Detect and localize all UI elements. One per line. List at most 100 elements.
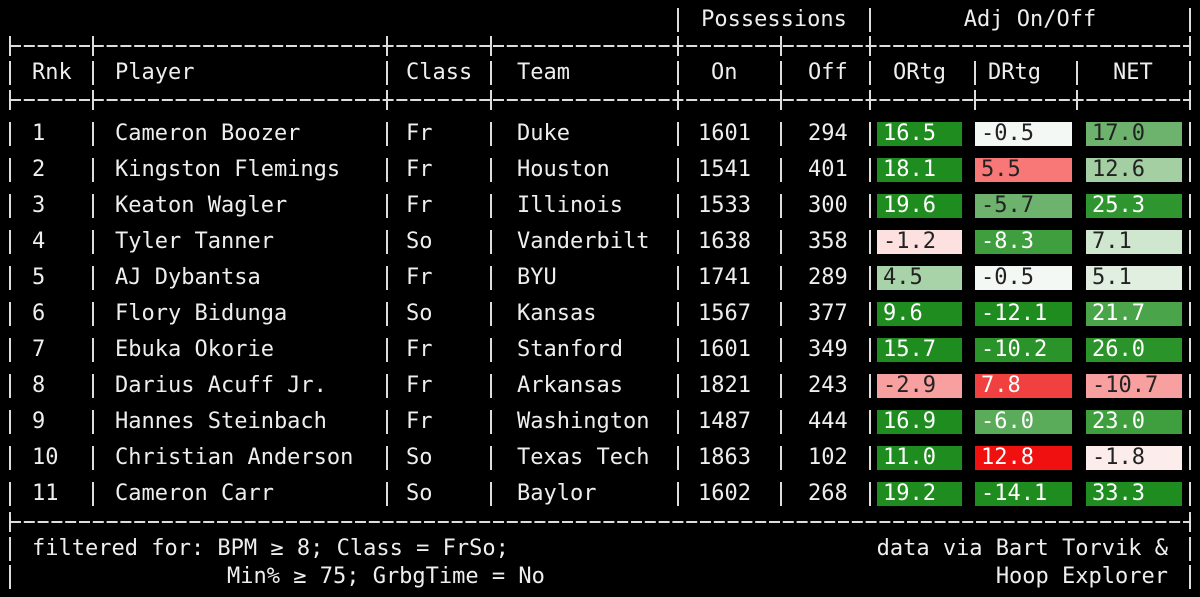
cell-text: 1602 — [698, 481, 751, 506]
cell-text: 1487 — [698, 409, 751, 434]
cell-text: So — [406, 481, 433, 506]
rating-cell — [877, 410, 962, 434]
column-header: ORtg — [893, 60, 946, 85]
cell-text: 268 — [808, 481, 848, 506]
rating-cell — [877, 122, 962, 146]
cell-text: Kingston Flemings — [115, 157, 340, 182]
rating-value: -1.8 — [1092, 445, 1145, 470]
rating-value: -1.2 — [883, 229, 936, 254]
cell-text: 4 — [32, 229, 45, 254]
column-header: NET — [1113, 60, 1153, 85]
cell-text: 9 — [32, 409, 45, 434]
footer-source: data via Bart Torvik & — [877, 536, 1169, 561]
rating-cell — [1086, 482, 1182, 506]
cell-text: Kansas — [517, 301, 596, 326]
rating-value: 11.0 — [883, 445, 936, 470]
rating-cell — [975, 122, 1072, 146]
cell-text: AJ Dybantsa — [115, 265, 261, 290]
rating-cell — [1086, 158, 1182, 182]
cell-text: BYU — [517, 265, 557, 290]
cell-text: 349 — [808, 337, 848, 362]
rating-cell — [975, 446, 1072, 470]
rating-value: -10.2 — [981, 337, 1047, 362]
rating-cell — [877, 374, 962, 398]
cell-text: So — [406, 229, 433, 254]
cell-text: 6 — [32, 301, 45, 326]
cell-text: Texas Tech — [517, 445, 649, 470]
rating-value: 4.5 — [883, 265, 923, 290]
rating-cell — [975, 482, 1072, 506]
rating-value: 5.5 — [981, 157, 1021, 182]
rating-cell — [1086, 230, 1182, 254]
cell-text: 7 — [32, 337, 45, 362]
column-header: Team — [517, 60, 570, 85]
rating-cell — [1086, 410, 1182, 434]
rating-value: 15.7 — [883, 337, 936, 362]
rating-cell — [975, 338, 1072, 362]
rating-value: 26.0 — [1092, 337, 1145, 362]
rating-cell — [877, 338, 962, 362]
rating-cell — [975, 302, 1072, 326]
column-header: DRtg — [988, 60, 1041, 85]
rating-value: 16.9 — [883, 409, 936, 434]
cell-text: So — [406, 445, 433, 470]
cell-text: 300 — [808, 193, 848, 218]
rating-value: 25.3 — [1092, 193, 1145, 218]
rating-value: 17.0 — [1092, 121, 1145, 146]
rating-cell — [975, 230, 1072, 254]
rating-value: 5.1 — [1092, 265, 1132, 290]
rating-cell — [975, 158, 1072, 182]
cell-text: 1863 — [698, 445, 751, 470]
column-header: Class — [406, 60, 472, 85]
rating-cell — [1086, 338, 1182, 362]
cell-text: 102 — [808, 445, 848, 470]
rating-cell — [877, 194, 962, 218]
cell-text: 294 — [808, 121, 848, 146]
cell-text: Washington — [517, 409, 649, 434]
cell-text: 1741 — [698, 265, 751, 290]
rating-value: 16.5 — [883, 121, 936, 146]
rating-value: -10.7 — [1092, 373, 1158, 398]
rating-cell — [877, 446, 962, 470]
rating-value: -0.5 — [981, 265, 1034, 290]
cell-text: 358 — [808, 229, 848, 254]
rating-cell — [975, 194, 1072, 218]
cell-text: Houston — [517, 157, 610, 182]
column-header: On — [711, 60, 738, 85]
cell-text: Fr — [406, 157, 433, 182]
rating-cell — [975, 266, 1072, 290]
rating-cell — [1086, 446, 1182, 470]
rating-cell — [1086, 266, 1182, 290]
cell-text: Cameron Boozer — [115, 121, 300, 146]
rating-cell — [877, 482, 962, 506]
rating-cell — [877, 302, 962, 326]
rating-cell — [975, 374, 1072, 398]
rating-value: -14.1 — [981, 481, 1047, 506]
cell-text: Tyler Tanner — [115, 229, 274, 254]
cell-text: Baylor — [517, 481, 596, 506]
cell-text: Ebuka Okorie — [115, 337, 274, 362]
rating-cell — [1086, 194, 1182, 218]
cell-text: 289 — [808, 265, 848, 290]
cell-text: Cameron Carr — [115, 481, 274, 506]
cell-text: 5 — [32, 265, 45, 290]
footer-filter: Min% ≥ 75; GrbgTime = No — [227, 564, 545, 589]
cell-text: Keaton Wagler — [115, 193, 287, 218]
group-header: Possessions — [701, 7, 847, 32]
column-header: Player — [115, 60, 194, 85]
column-header: Rnk — [32, 60, 72, 85]
rating-value: 7.8 — [981, 373, 1021, 398]
cell-text: Christian Anderson — [115, 445, 353, 470]
cell-text: Fr — [406, 373, 433, 398]
cell-text: 1638 — [698, 229, 751, 254]
group-header: Adj On/Off — [964, 7, 1096, 32]
cell-text: So — [406, 301, 433, 326]
rating-value: 9.6 — [883, 301, 923, 326]
cell-text: 10 — [32, 445, 59, 470]
rating-value: 23.0 — [1092, 409, 1145, 434]
rating-value: 33.3 — [1092, 481, 1145, 506]
rating-cell — [877, 266, 962, 290]
cell-text: Vanderbilt — [517, 229, 649, 254]
